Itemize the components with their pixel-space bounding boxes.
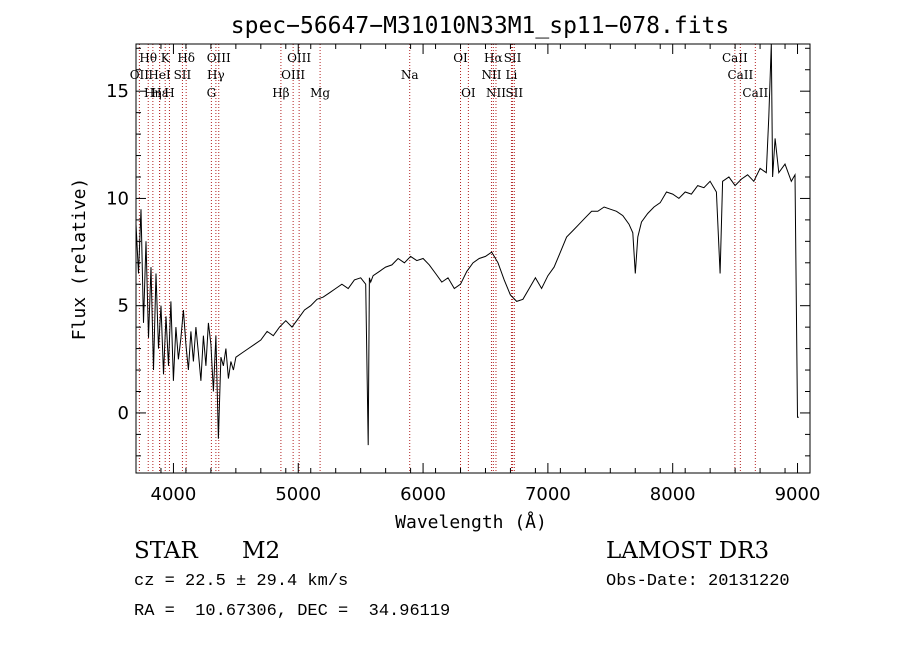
x-tick-label: 9000 bbox=[775, 484, 821, 505]
line-marker-label: OI bbox=[453, 51, 468, 65]
line-marker-label: SII bbox=[504, 51, 522, 65]
line-marker-label: H bbox=[164, 86, 174, 100]
obs-date-label: Obs-Date: 20131220 bbox=[606, 572, 790, 591]
y-tick-label: 0 bbox=[118, 403, 129, 424]
y-tick-label: 5 bbox=[118, 296, 129, 317]
line-marker-label: Hδ bbox=[177, 51, 195, 65]
line-marker-label: HeI bbox=[148, 68, 171, 82]
axis-tick-labels: 4000 5000 6000 7000 8000 9000 0 5 10 15 bbox=[106, 81, 820, 505]
survey-label: LAMOST DR3 bbox=[606, 538, 770, 564]
plot-frame bbox=[135, 43, 811, 474]
x-tick-label: 7000 bbox=[525, 484, 571, 505]
y-tick-label: 15 bbox=[106, 81, 129, 102]
x-tick-label: 5000 bbox=[275, 484, 321, 505]
line-marker-label: Li bbox=[506, 68, 518, 82]
line-marker-label: Hη bbox=[144, 86, 162, 100]
x-tick-label: 8000 bbox=[650, 484, 696, 505]
chart-title: spec−56647−M31010N33M1_sp11−078.fits bbox=[231, 13, 730, 39]
line-marker-label: Hγ bbox=[207, 68, 225, 82]
x-tick-label: 4000 bbox=[151, 484, 197, 505]
line-marker-label: Hθ bbox=[139, 51, 157, 65]
coordinates-label: RA = 10.67306, DEC = 34.96119 bbox=[134, 602, 451, 621]
line-marker-label: G bbox=[207, 86, 217, 100]
line-marker-label: OIII bbox=[207, 51, 231, 65]
line-marker-label: OIII bbox=[281, 68, 305, 82]
line-marker-label: OII bbox=[130, 68, 150, 82]
line-marker-label: CaII bbox=[742, 86, 768, 100]
line-marker-label: Mg bbox=[310, 86, 330, 100]
line-marker-label: NII bbox=[486, 86, 506, 100]
y-axis-label: Flux (relative) bbox=[69, 178, 90, 341]
y-tick-label: 10 bbox=[106, 188, 129, 209]
line-marker-label: NII bbox=[481, 68, 501, 82]
line-marker-label: SII bbox=[505, 86, 523, 100]
x-axis-label: Wavelength (Å) bbox=[395, 511, 547, 533]
axis-ticks bbox=[135, 44, 811, 473]
line-marker-label: OIII bbox=[287, 51, 311, 65]
line-marker-label: Na bbox=[401, 68, 419, 82]
line-marker-label: K bbox=[161, 51, 171, 65]
line-marker-label: OI bbox=[461, 86, 476, 100]
class-label: STAR bbox=[134, 538, 198, 564]
subclass-label: M2 bbox=[242, 538, 281, 564]
spectrum-line bbox=[135, 43, 799, 446]
line-marker-label: Hα bbox=[484, 51, 503, 65]
x-tick-label: 6000 bbox=[400, 484, 446, 505]
line-marker-label: Hβ bbox=[272, 86, 289, 100]
redshift-label: cz = 22.5 ± 29.4 km/s bbox=[134, 572, 349, 591]
line-marker-label: CaII bbox=[727, 68, 753, 82]
line-marker-label: SII bbox=[174, 68, 192, 82]
line-marker-label: CaII bbox=[722, 51, 748, 65]
